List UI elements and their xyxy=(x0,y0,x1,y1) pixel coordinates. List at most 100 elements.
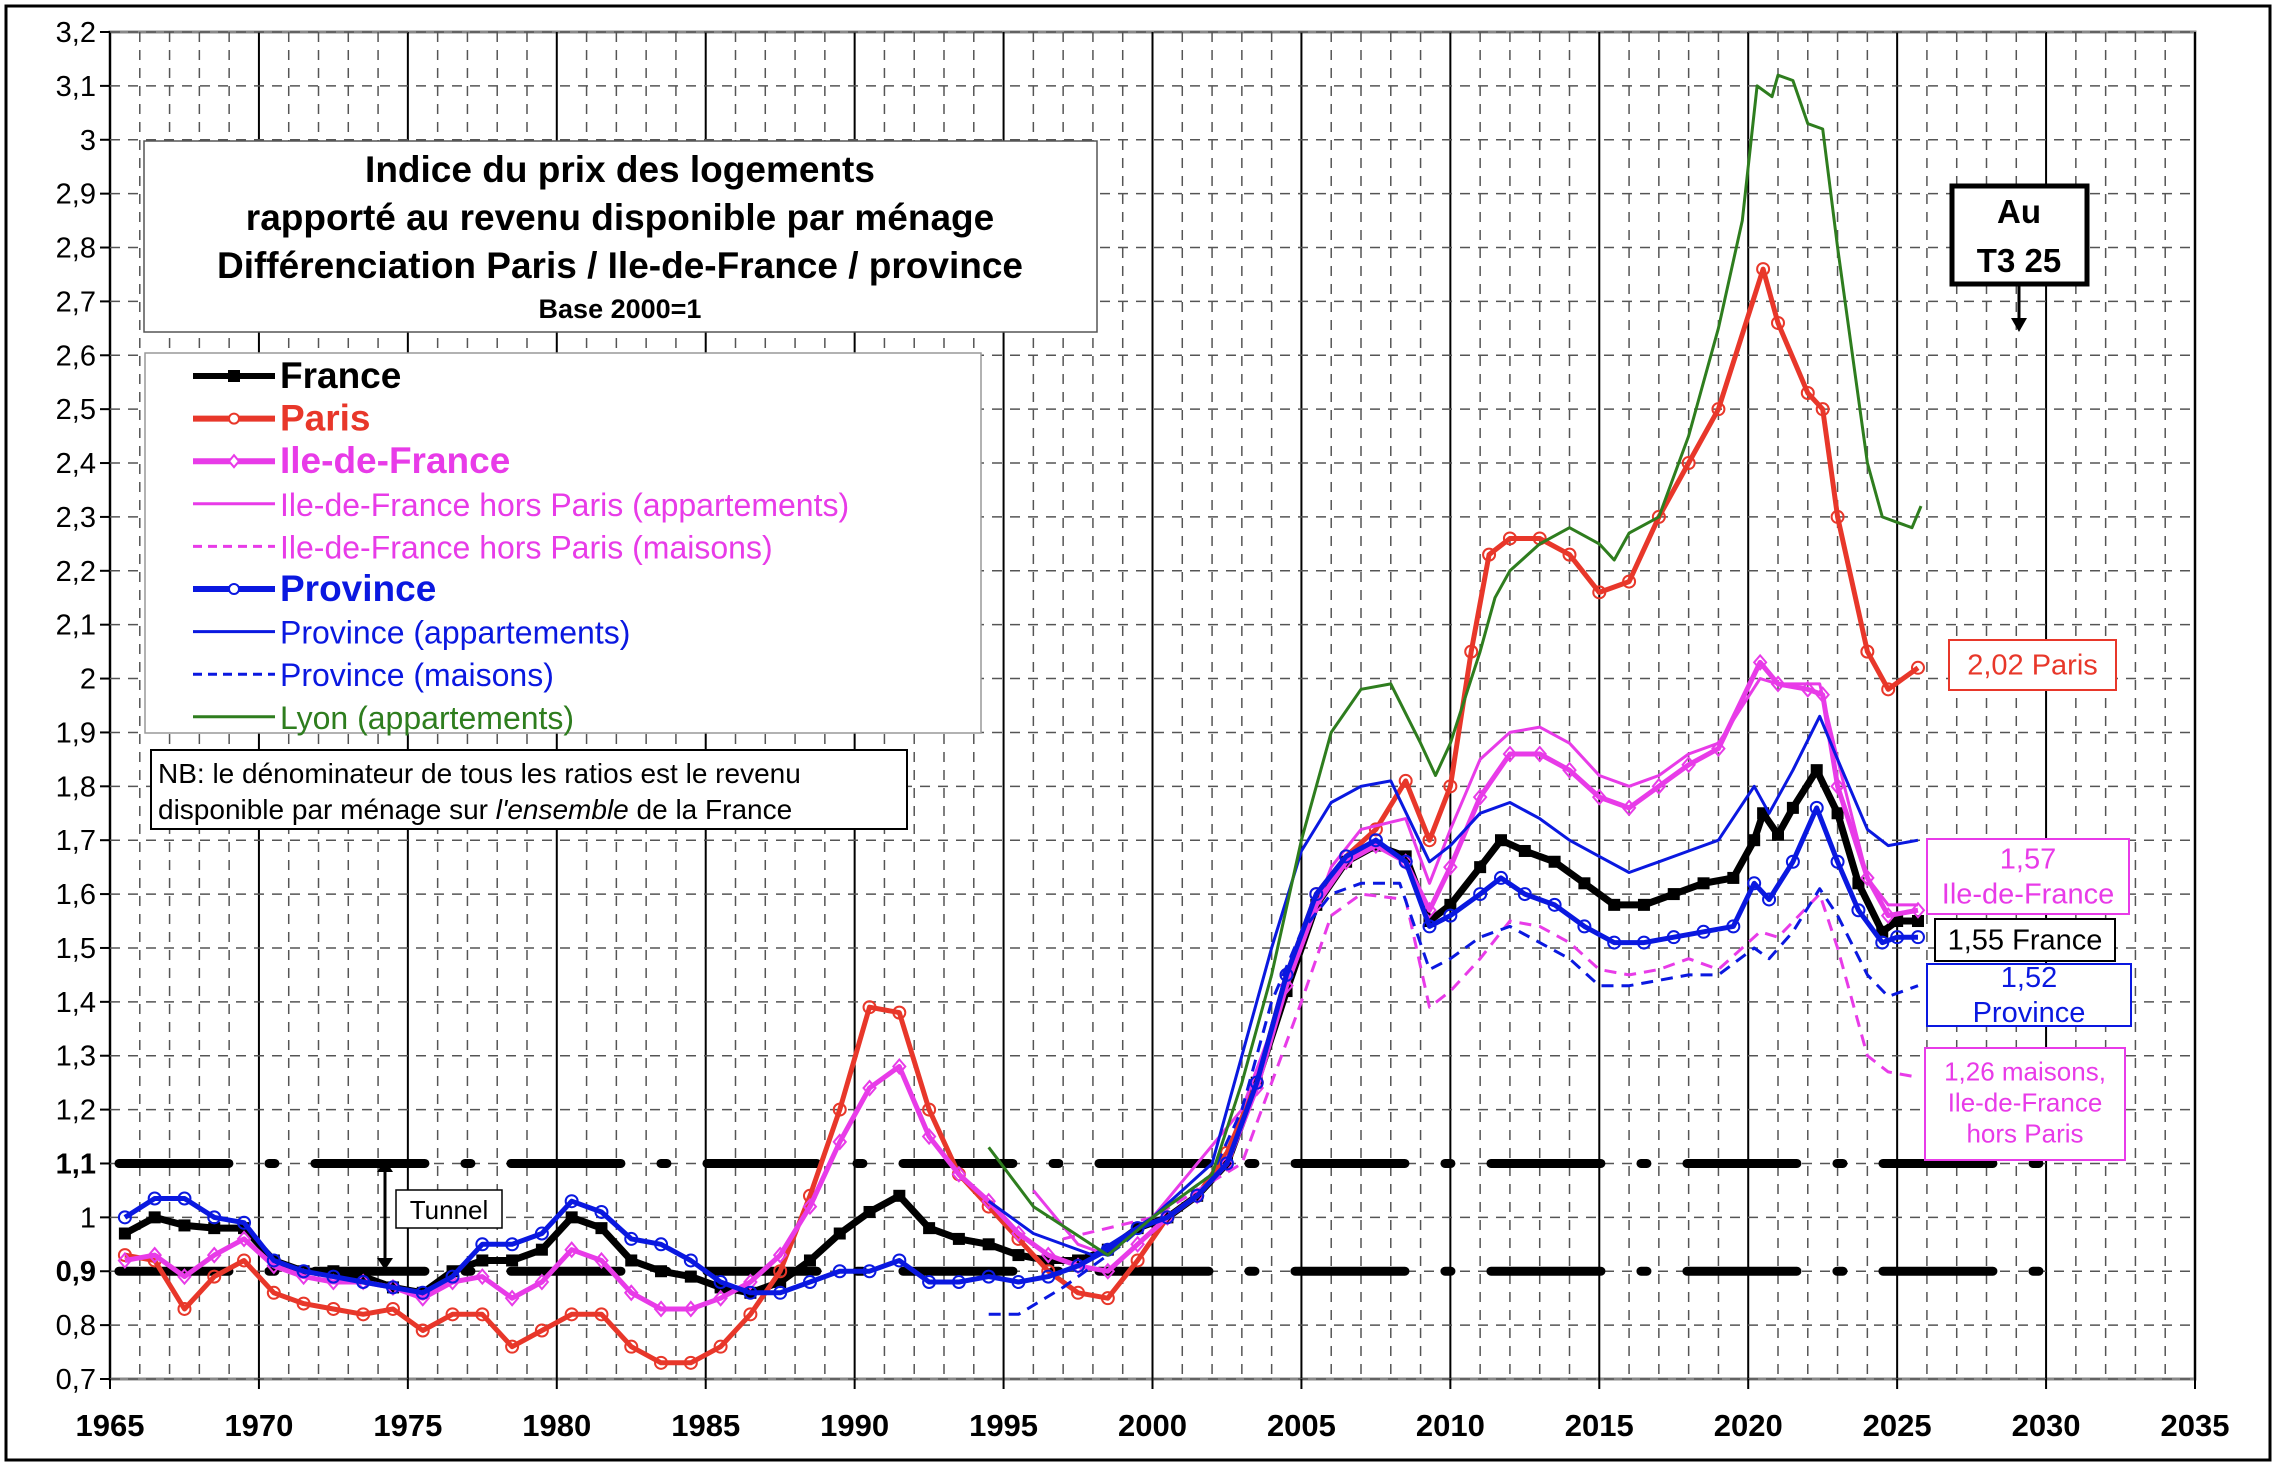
data-point xyxy=(565,1211,578,1224)
data-point xyxy=(1752,653,1768,671)
legend-entry: Lyon (appartements) xyxy=(193,700,574,736)
legend-label: Ile-de-France hors Paris (appartements) xyxy=(280,487,849,523)
end-label: 1,55 France xyxy=(1934,918,2116,962)
data-point xyxy=(1130,1235,1145,1253)
series-line xyxy=(987,73,1923,1257)
data-point xyxy=(1860,644,1875,659)
y-tick-label: 2,4 xyxy=(56,448,96,480)
arrow-head-icon xyxy=(2011,318,2027,332)
data-point xyxy=(833,1227,846,1240)
data-point xyxy=(1910,901,1926,919)
data-point xyxy=(683,1300,699,1318)
data-point xyxy=(594,1204,609,1219)
data-point xyxy=(624,1231,639,1246)
data-point xyxy=(1071,1258,1086,1273)
data-point xyxy=(1800,385,1815,400)
y-tick-label: 1,4 xyxy=(56,987,96,1019)
legend-marker xyxy=(228,583,240,595)
data-point xyxy=(1651,509,1666,524)
y-tick-label: 1,2 xyxy=(56,1095,96,1127)
end-label-text: Ile-de-France xyxy=(1942,879,2114,911)
data-point xyxy=(952,1232,965,1245)
data-point xyxy=(237,1253,252,1268)
data-point xyxy=(1591,788,1607,806)
y-tick-label: 2,9 xyxy=(56,179,96,211)
data-point xyxy=(1309,887,1324,902)
data-point xyxy=(1422,901,1437,919)
data-point xyxy=(1482,547,1497,562)
x-tick-label: 1975 xyxy=(373,1408,442,1443)
series-ile-de-france xyxy=(117,653,1926,1318)
data-point xyxy=(1368,822,1383,837)
y-tick-label: 3,2 xyxy=(56,17,96,49)
series-province xyxy=(117,800,1925,1300)
data-point xyxy=(1666,930,1681,945)
data-point xyxy=(296,1264,311,1279)
data-point xyxy=(1041,1269,1056,1284)
date-box-line-1: Au xyxy=(1997,193,2041,230)
data-point xyxy=(385,1280,400,1295)
series-line xyxy=(123,805,1918,1296)
data-point xyxy=(147,1246,162,1264)
data-point xyxy=(1891,915,1904,928)
legend-label: Paris xyxy=(280,398,371,439)
legend-entry: Province xyxy=(193,568,436,609)
data-point xyxy=(743,1273,758,1291)
data-point xyxy=(713,1339,728,1354)
data-point xyxy=(1502,745,1518,763)
data-point xyxy=(684,1270,697,1283)
data-point xyxy=(1443,858,1458,876)
chart-title-line-2: rapporté au revenu disponible par ménage xyxy=(246,197,994,238)
data-point xyxy=(892,1005,907,1020)
data-point xyxy=(773,1264,788,1279)
legend-marker xyxy=(228,370,240,382)
data-point xyxy=(237,1215,252,1230)
data-point xyxy=(1831,807,1844,820)
data-point xyxy=(802,1198,818,1216)
y-tick-label: 1,6 xyxy=(56,879,96,911)
data-point xyxy=(981,1192,996,1210)
data-point xyxy=(1562,547,1577,562)
data-point xyxy=(1577,919,1592,934)
legend-marker xyxy=(228,412,240,425)
data-point xyxy=(1517,887,1532,902)
data-point xyxy=(832,1133,848,1151)
data-point xyxy=(1711,402,1726,417)
data-point xyxy=(1548,855,1561,868)
data-point xyxy=(505,1237,520,1252)
data-point xyxy=(326,1269,341,1284)
data-point xyxy=(1339,849,1354,864)
y-tick-label: 2 xyxy=(80,664,96,696)
data-point xyxy=(683,1355,698,1370)
data-point xyxy=(148,1211,161,1224)
data-point xyxy=(1771,315,1785,330)
data-point xyxy=(1100,1291,1115,1306)
data-point xyxy=(266,1285,281,1300)
data-point xyxy=(208,1222,221,1235)
x-tick-label: 1985 xyxy=(671,1408,740,1443)
y-tick-label: 2,5 xyxy=(56,394,96,426)
data-point xyxy=(1011,1224,1026,1243)
data-point xyxy=(654,1237,669,1252)
x-tick-label: 1965 xyxy=(76,1408,145,1443)
note-line-1: NB: le dénominateur de tous les ratios e… xyxy=(158,758,801,789)
data-point xyxy=(1012,1249,1025,1262)
data-point xyxy=(1830,777,1845,795)
data-point xyxy=(326,1301,341,1316)
legend-entry: Ile-de-France hors Paris (appartements) xyxy=(193,487,849,523)
x-tick-label: 2005 xyxy=(1267,1408,1336,1443)
data-point xyxy=(415,1323,430,1338)
data-point xyxy=(1474,861,1487,874)
data-point xyxy=(743,1307,758,1322)
series-line xyxy=(124,266,1920,1366)
data-point xyxy=(923,1222,936,1235)
data-point xyxy=(1502,531,1517,546)
data-point xyxy=(1621,799,1637,817)
data-point xyxy=(505,1339,520,1354)
data-point xyxy=(1100,1262,1116,1280)
legend-label: Province xyxy=(280,568,436,609)
series-layer xyxy=(117,73,1926,1370)
data-point xyxy=(178,1219,191,1232)
